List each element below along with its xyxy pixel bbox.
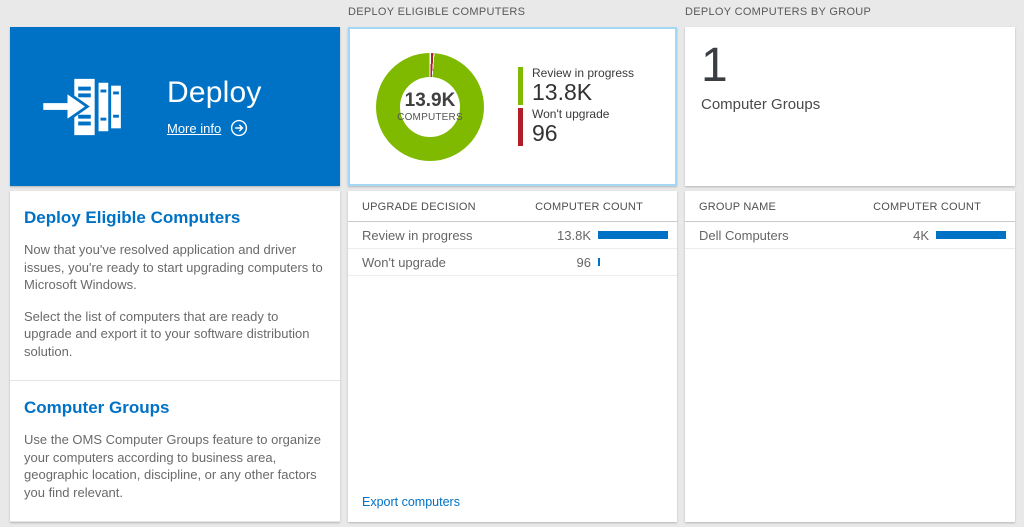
section-paragraph: Use the OMS Computer Groups feature to o… <box>24 432 321 500</box>
bar-track <box>936 231 1006 239</box>
legend-item-wont-upgrade: Won't upgrade 96 <box>518 108 634 146</box>
legend-swatch-green <box>518 67 523 105</box>
right-panel-filler <box>685 249 1015 522</box>
export-computers-link[interactable]: Export computers <box>362 495 460 509</box>
donut-center-label: COMPUTERS <box>397 111 463 123</box>
donut-legend: Review in progress 13.8K Won't upgrade 9… <box>518 67 634 146</box>
table-header-row: UPGRADE DECISION COMPUTER COUNT <box>348 191 677 222</box>
row-value: 13.8K <box>557 227 591 243</box>
deploy-books-arrow-icon <box>43 78 121 135</box>
legend-label: Won't upgrade <box>532 107 610 121</box>
section-heading: Deploy Eligible Computers <box>24 208 241 227</box>
column-eligible-computers: DEPLOY ELIGIBLE COMPUTERS 13.9K COMPUTER… <box>348 0 677 527</box>
column-header-group-name: GROUP NAME <box>699 201 776 213</box>
count-bar <box>598 258 600 266</box>
count-bar <box>598 231 668 239</box>
arrow-circle-icon[interactable] <box>230 119 248 137</box>
group-count-value: 1 <box>701 39 728 92</box>
bar-track <box>598 258 668 266</box>
donut-chart[interactable]: 13.9K COMPUTERS <box>376 52 484 161</box>
middle-column-header: DEPLOY ELIGIBLE COMPUTERS <box>348 6 526 18</box>
computer-groups-count-tile[interactable]: 1 Computer Groups <box>685 27 1015 186</box>
section-deploy-eligible: Deploy Eligible Computers Now that you'v… <box>10 191 340 381</box>
column-header-upgrade-decision: UPGRADE DECISION <box>362 201 476 213</box>
section-paragraph: Select the list of computers that are re… <box>24 308 310 359</box>
bar-track <box>598 231 668 239</box>
right-column-header: DEPLOY COMPUTERS BY GROUP <box>685 6 872 18</box>
column-header-computer-count: COMPUTER COUNT <box>535 201 643 213</box>
deploy-blade-tile: Deploy More info <box>10 27 340 186</box>
donut-center: 13.9K COMPUTERS <box>397 76 463 137</box>
table-row[interactable]: Review in progress 13.8K <box>348 222 677 249</box>
legend-value: 96 <box>532 120 558 146</box>
column-computers-by-group: DEPLOY COMPUTERS BY GROUP 1 Computer Gro… <box>685 0 1015 527</box>
section-heading: Computer Groups <box>24 398 170 417</box>
more-info-row: More info <box>167 119 262 137</box>
table-row[interactable]: Won't upgrade 96 <box>348 249 677 276</box>
deploy-description-panel: Deploy Eligible Computers Now that you'v… <box>10 191 340 522</box>
more-info-link[interactable]: More info <box>167 120 222 136</box>
row-value: 96 <box>576 254 591 270</box>
table-row[interactable]: Dell Computers 4K <box>685 222 1015 249</box>
legend-item-review-in-progress: Review in progress 13.8K <box>518 67 634 105</box>
deploy-title: Deploy <box>167 76 262 109</box>
table-header-row: GROUP NAME COMPUTER COUNT <box>685 191 1015 222</box>
row-label: Review in progress <box>362 227 473 243</box>
donut-center-value: 13.9K <box>404 89 456 111</box>
eligible-computers-donut-tile[interactable]: 13.9K COMPUTERS Review in progress 13.8K… <box>348 27 677 186</box>
section-paragraph: Now that you've resolved application and… <box>24 242 323 292</box>
count-bar <box>936 231 1006 239</box>
deploy-tile-text: Deploy More info <box>167 76 262 137</box>
legend-value: 13.8K <box>532 79 593 105</box>
row-label: Dell Computers <box>699 227 789 243</box>
left-column-header-spacer <box>10 0 340 27</box>
row-label: Won't upgrade <box>362 254 446 270</box>
section-computer-groups: Computer Groups Use the OMS Computer Gro… <box>10 381 340 522</box>
group-table-panel: GROUP NAME COMPUTER COUNT Dell Computers… <box>685 191 1015 522</box>
upgrade-decision-table-panel: UPGRADE DECISION COMPUTER COUNT Review i… <box>348 191 677 522</box>
legend-swatch-red <box>518 108 523 146</box>
legend-label: Review in progress <box>532 66 635 80</box>
column-header-computer-count: COMPUTER COUNT <box>873 201 981 213</box>
row-value: 4K <box>913 227 929 243</box>
column-deploy-overview: Deploy More info Deploy Eligible Compute… <box>10 0 340 527</box>
group-count-label: Computer Groups <box>701 96 821 113</box>
